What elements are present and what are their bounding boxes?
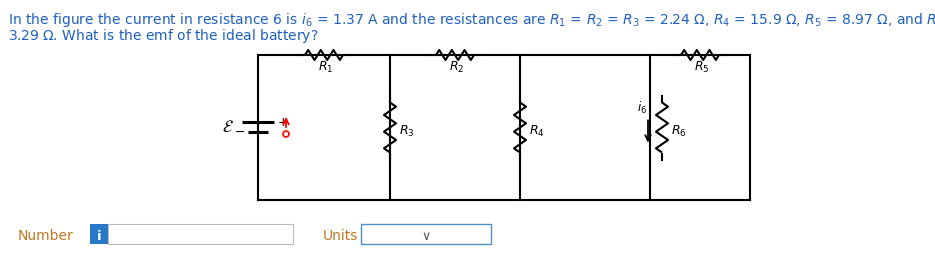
Text: $R_3$: $R_3$ xyxy=(399,124,414,139)
Text: Units: Units xyxy=(323,229,358,243)
Text: In the figure the current in resistance 6 is $i_6$ = 1.37 A and the resistances : In the figure the current in resistance … xyxy=(8,11,935,29)
Text: $R_4$: $R_4$ xyxy=(529,124,545,139)
Text: $R_5$: $R_5$ xyxy=(695,60,710,75)
Text: +: + xyxy=(278,116,289,128)
Text: $R_6$: $R_6$ xyxy=(671,124,686,139)
Text: i: i xyxy=(96,230,101,243)
Bar xyxy=(361,224,491,244)
Text: Number: Number xyxy=(18,229,74,243)
Text: ∨: ∨ xyxy=(422,230,430,243)
Text: $i_6$: $i_6$ xyxy=(637,99,647,116)
Text: $R_2$: $R_2$ xyxy=(450,60,465,75)
Text: 3.29 $\Omega$. What is the emf of the ideal battery?: 3.29 $\Omega$. What is the emf of the id… xyxy=(8,27,319,45)
Text: $R_1$: $R_1$ xyxy=(318,60,334,75)
Bar xyxy=(90,224,108,244)
Text: −: − xyxy=(235,125,245,139)
Bar xyxy=(108,224,293,244)
Text: $\mathcal{E}$: $\mathcal{E}$ xyxy=(223,118,234,136)
